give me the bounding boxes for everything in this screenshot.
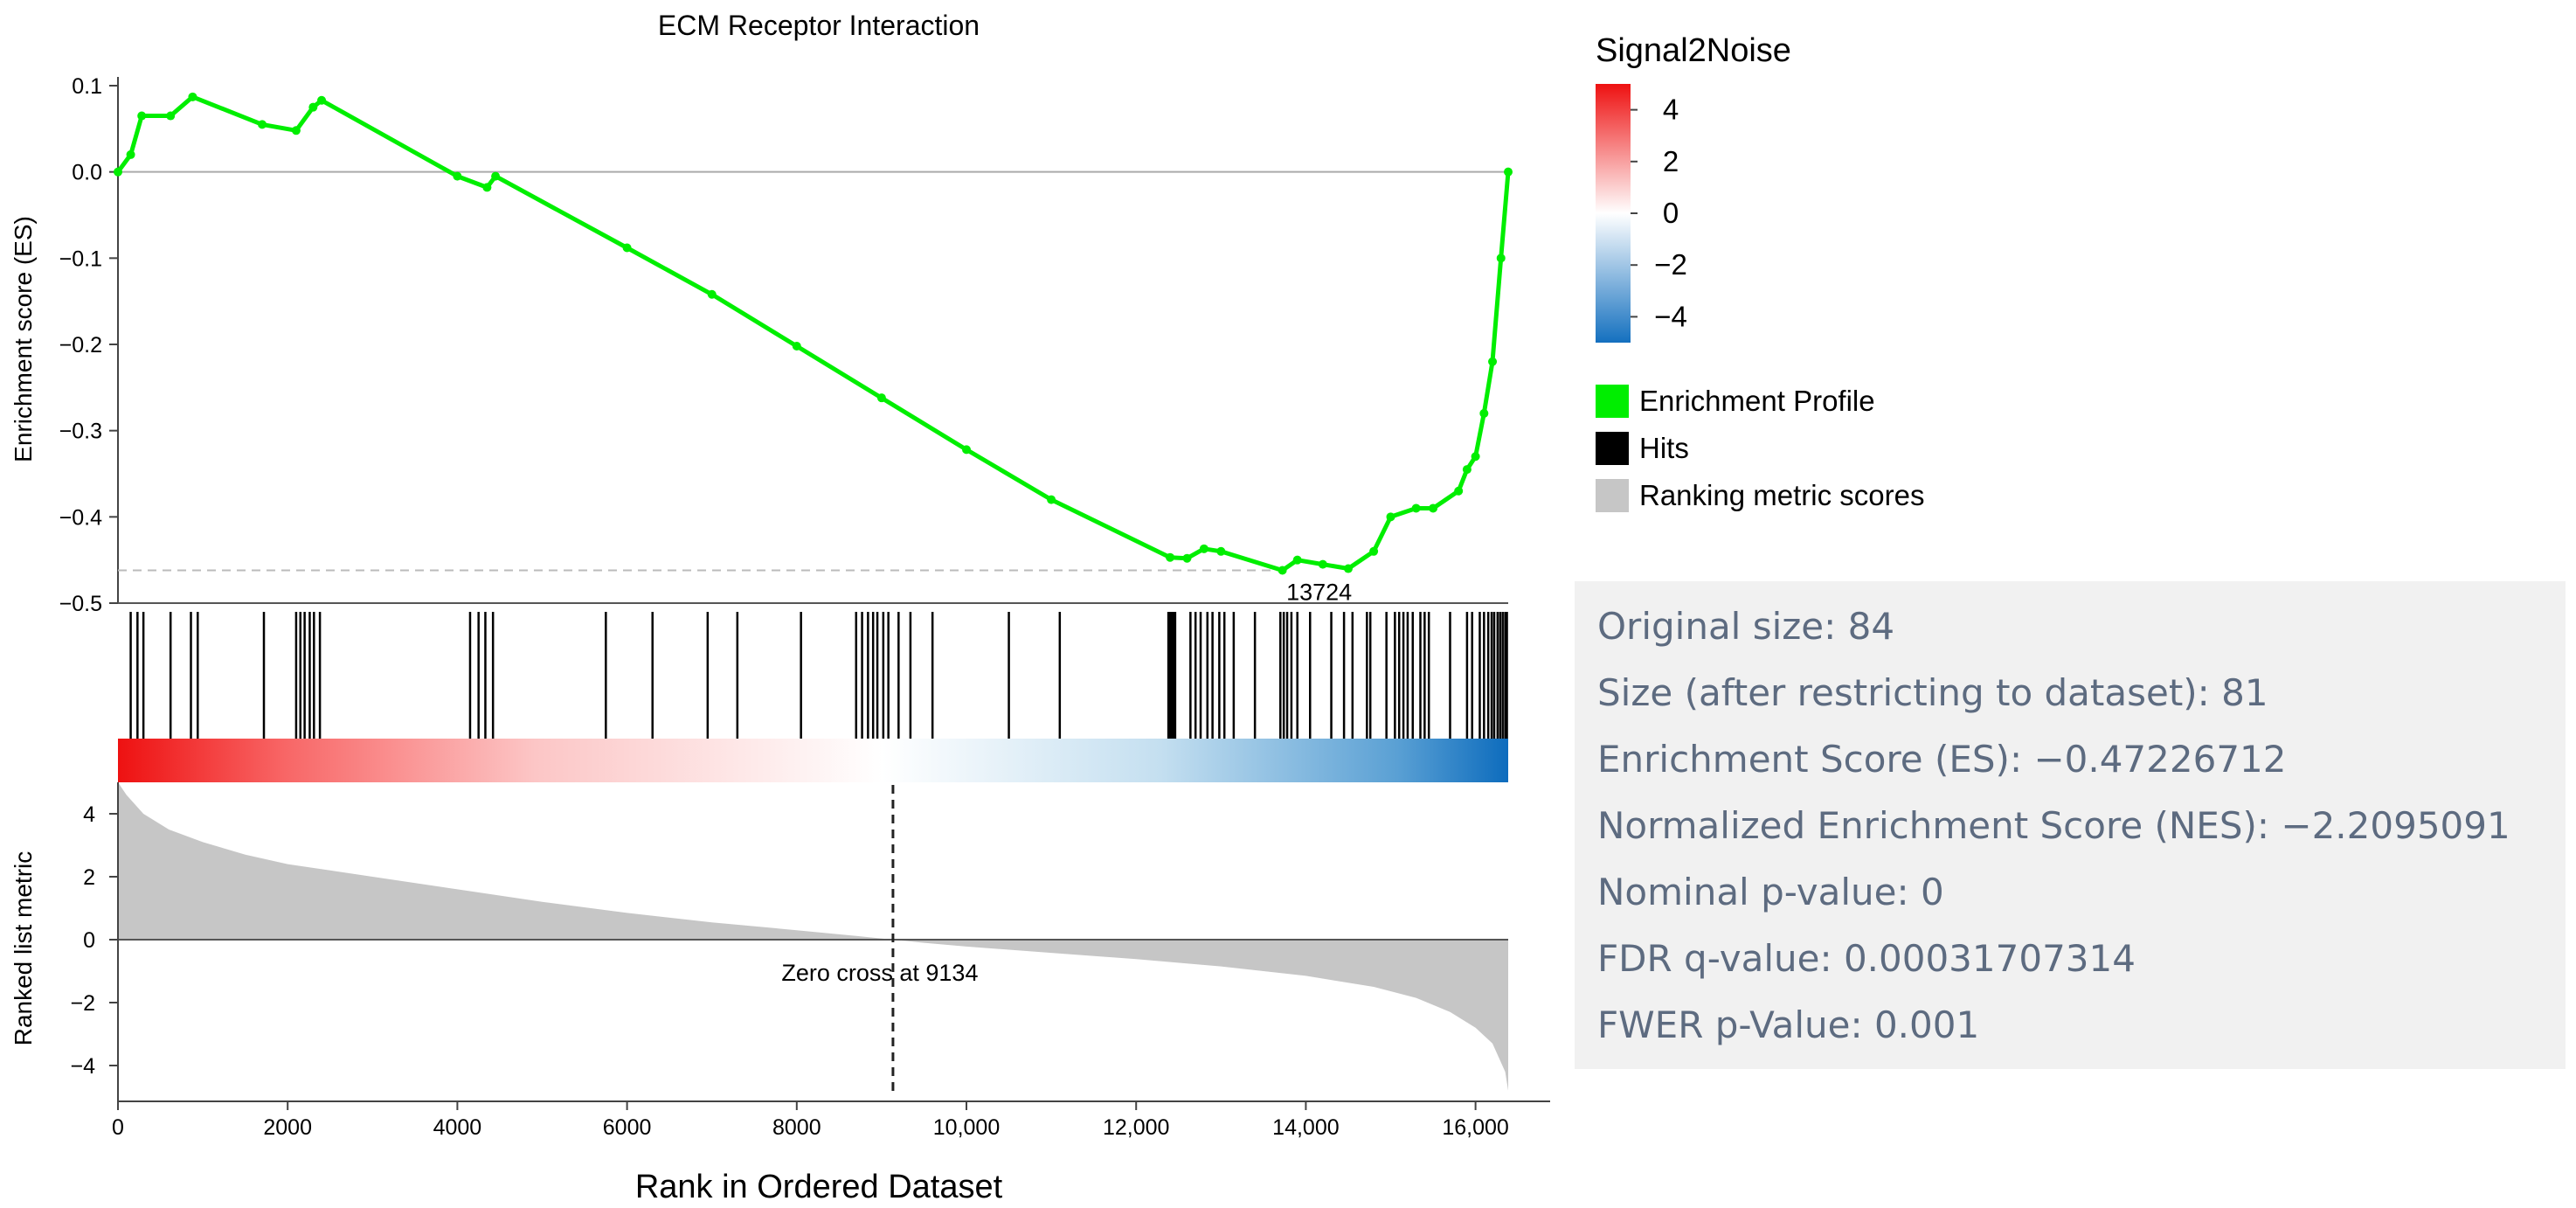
- x-tick-label: 8000: [772, 1115, 821, 1140]
- colorbar-tick-label: −2: [1654, 248, 1687, 281]
- colorbar-tick-label: −4: [1654, 300, 1687, 332]
- metric-y-tick-label: 4: [83, 802, 95, 827]
- enrichment-profile-point: [126, 149, 135, 159]
- legend-swatch: [1596, 479, 1629, 512]
- enrichment-profile-point: [622, 243, 632, 253]
- metric-y-axis-label: Ranked list metric: [10, 851, 37, 1046]
- es-y-tick-label: 0.0: [72, 161, 102, 185]
- heatmap-rect: [118, 739, 1508, 782]
- enrichment-profile-point: [1504, 167, 1513, 177]
- enrichment-profile-point: [1488, 357, 1498, 366]
- legend-swatch: [1596, 385, 1629, 418]
- stat-normalized-enrichment-score: Normalized Enrichment Score (NES): −2.20…: [1597, 804, 2510, 847]
- enrichment-profile-point: [1047, 495, 1056, 504]
- chart-title: ECM Receptor Interaction: [658, 10, 980, 41]
- signal-heatmap-strip: [118, 739, 1508, 782]
- x-tick-label: 16,000: [1442, 1115, 1508, 1140]
- hits-panel: [129, 612, 1508, 739]
- enrichment-profile-point: [137, 111, 147, 121]
- x-tick-label: 6000: [603, 1115, 652, 1140]
- stat-fwer-p-value: FWER p-Value: 0.001: [1597, 1003, 1980, 1046]
- enrichment-profile-point: [1471, 452, 1480, 462]
- stat-enrichment-score: Enrichment Score (ES): −0.47226712: [1597, 738, 2287, 781]
- es-y-axis-label: Enrichment score (ES): [10, 216, 37, 462]
- es-y-tick-label: 0.1: [72, 74, 102, 99]
- x-tick-label: 14,000: [1272, 1115, 1339, 1140]
- enrichment-profile-point: [1292, 555, 1302, 565]
- stat-nominal-p-value: Nominal p-value: 0: [1597, 871, 1944, 913]
- colorbar-tick-label: 2: [1663, 145, 1679, 177]
- legend-swatch: [1596, 432, 1629, 465]
- es-y-tick-label: −0.1: [59, 246, 102, 271]
- enrichment-profile-point: [962, 445, 972, 455]
- x-tick-label: 0: [112, 1115, 124, 1140]
- enrichment-profile-point: [1386, 512, 1395, 522]
- enrichment-profile-point: [1278, 566, 1287, 575]
- ranked-metric-panel: 4 2 0 −2 −4 Zero cross at 9134: [70, 782, 1508, 1101]
- x-axis: 0 2000 4000 6000 8000 10,000 12,000 14,000 16,00…: [112, 1100, 1550, 1140]
- signal2noise-colorbar: Signal2Noise 4 2 0 −2 −4: [1596, 32, 1791, 343]
- legend-label: Enrichment Profile: [1639, 385, 1875, 417]
- enrichment-profile-point: [1369, 546, 1379, 556]
- stat-fdr-q-value: FDR q-value: 0.00031707314: [1597, 937, 2136, 980]
- enrichment-profile-point: [308, 102, 318, 112]
- enrichment-profile-point: [291, 126, 301, 135]
- legend-label: Hits: [1639, 432, 1689, 464]
- enrichment-profile-point: [1166, 552, 1175, 562]
- colorbar-tick-label: 4: [1663, 94, 1679, 126]
- metric-y-tick-label: −2: [70, 991, 95, 1016]
- enrichment-profile-point: [1182, 553, 1192, 563]
- enrichment-profile-point: [1454, 486, 1464, 496]
- x-tick-label: 4000: [433, 1115, 482, 1140]
- es-y-tick-label: −0.3: [59, 420, 102, 444]
- es-y-tick-label: −0.2: [59, 333, 102, 358]
- enrichment-profile-point: [1216, 546, 1226, 556]
- enrichment-profile-point: [707, 289, 717, 299]
- x-tick-label: 10,000: [933, 1115, 1000, 1140]
- enrichment-profile-point: [1343, 564, 1353, 573]
- stat-original-size: Original size: 84: [1597, 605, 1895, 648]
- ranking-metric-area: [118, 782, 1508, 1091]
- metric-y-tick-label: 2: [83, 865, 95, 890]
- es-y-tick-label: −0.4: [59, 505, 102, 530]
- x-tick-label: 2000: [263, 1115, 312, 1140]
- enrichment-profile-point: [482, 183, 492, 192]
- enrichment-profile-point: [1411, 503, 1421, 513]
- enrichment-profile-point: [1318, 559, 1327, 569]
- enrichment-profile-point: [166, 111, 176, 121]
- colorbar-title: Signal2Noise: [1596, 32, 1791, 69]
- enrichment-profile-point: [1479, 408, 1489, 418]
- enrichment-profile-point: [114, 167, 122, 177]
- enrichment-profile-point: [258, 120, 267, 129]
- x-tick-label: 12,000: [1103, 1115, 1169, 1140]
- enrichment-profile-point: [1462, 465, 1472, 475]
- enrichment-profile-point: [1199, 544, 1208, 553]
- metric-y-tick-label: −4: [70, 1054, 95, 1079]
- metric-y-tick-label: 0: [83, 928, 95, 953]
- max-deviation-label: 13724: [1286, 580, 1352, 606]
- enrichment-profile-point: [792, 341, 801, 351]
- legend: Enrichment Profile Hits Ranking metric sco…: [1596, 385, 1924, 512]
- enrichment-profile-point: [1496, 253, 1506, 263]
- x-axis-label: Rank in Ordered Dataset: [635, 1169, 1003, 1205]
- enrichment-profile-point: [453, 171, 462, 181]
- es-y-tick-label: −0.5: [59, 592, 102, 616]
- enrichment-profile-point: [1429, 503, 1438, 513]
- enrichment-profile-point: [317, 95, 327, 105]
- statistics-panel: Original size: 84 Size (after restrictin…: [1575, 581, 2566, 1069]
- enrichment-profile-point: [188, 92, 197, 101]
- enrichment-profile-point: [491, 171, 501, 181]
- colorbar-tick-label: 0: [1663, 197, 1679, 229]
- enrichment-profile-line: [115, 94, 1511, 573]
- stat-restricted-size: Size (after restricting to dataset): 81: [1597, 671, 2268, 714]
- colorbar-rect: [1596, 84, 1631, 343]
- legend-label: Ranking metric scores: [1639, 479, 1924, 511]
- enrichment-profile-point: [876, 393, 886, 403]
- enrichment-score-panel: 0.1 0.0 −0.1 −0.2 −0.3 −0.4 −0.5 13724: [59, 74, 1513, 616]
- zero-cross-label: Zero cross at 9134: [781, 960, 978, 986]
